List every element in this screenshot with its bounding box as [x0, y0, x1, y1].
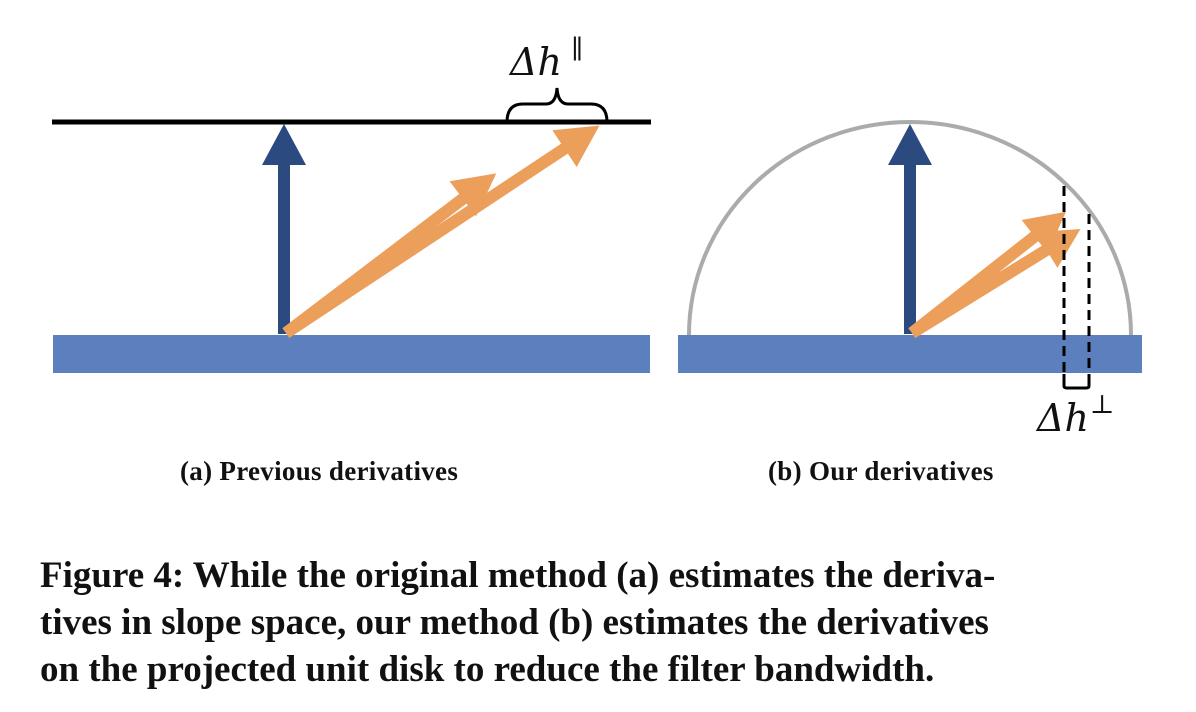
- surface-bar-a: [53, 335, 650, 373]
- figure-diagram: Δh ∥ Δh ⊥: [52, 35, 1142, 440]
- caption-line-2: tives in slope space, our method (b) est…: [40, 602, 989, 643]
- subcaption-a: (a) Previous derivatives: [180, 456, 459, 486]
- delta-h-label-a: Δh: [508, 40, 562, 84]
- perp-superscript: ⊥: [1090, 390, 1114, 420]
- figure-caption: Figure 4: While the original method (a) …: [40, 552, 1160, 693]
- parallel-superscript: ∥: [571, 35, 583, 65]
- delta-h-label-b: Δh: [1035, 396, 1089, 440]
- orange-arrow-b2: [908, 228, 1081, 339]
- panel-b: Δh ⊥: [678, 120, 1142, 440]
- caption-line-3: on the projected unit disk to reduce the…: [40, 649, 935, 690]
- subcaption-b: (b) Our derivatives: [768, 456, 994, 486]
- normal-arrowhead-b: [888, 124, 932, 165]
- caption-line-1: Figure 4: While the original method (a) …: [40, 555, 996, 596]
- panel-a: Δh ∥: [52, 35, 651, 373]
- orange-arrow-a2: [282, 125, 600, 339]
- brace-a: [505, 87, 609, 123]
- bracket-b: [1062, 374, 1091, 390]
- hemisphere-arc: [687, 120, 1133, 336]
- normal-arrowhead-a: [262, 124, 306, 165]
- surface-bar-b: [678, 335, 1142, 373]
